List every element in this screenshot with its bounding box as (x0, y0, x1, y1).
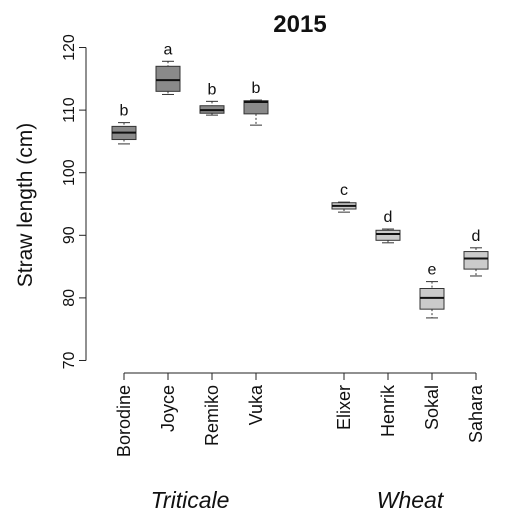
significance-letter: a (164, 41, 173, 58)
x-tick-label: Sokal (422, 385, 442, 430)
significance-letter: e (428, 262, 437, 279)
x-tick-label: Elixer (334, 385, 354, 430)
x-tick-label: Joyce (158, 385, 178, 432)
group-label: Triticale (151, 487, 230, 513)
x-tick-label: Remiko (202, 385, 222, 446)
box (463, 251, 489, 270)
significance-letter: d (472, 228, 481, 245)
y-tick-label: 90 (61, 226, 78, 244)
box (375, 229, 401, 241)
group-label: Wheat (377, 487, 445, 513)
y-tick-label: 70 (61, 351, 78, 369)
x-tick-label: Borodine (114, 385, 134, 457)
significance-letter: b (252, 80, 261, 97)
box (243, 100, 269, 115)
significance-letter: b (208, 81, 217, 98)
x-tick-label: Sahara (466, 384, 486, 443)
y-tick-label: 80 (61, 289, 78, 307)
x-tick-label: Henrik (378, 384, 398, 437)
y-tick-label: 120 (61, 34, 78, 61)
box (155, 65, 181, 92)
significance-letter: d (384, 209, 393, 226)
y-axis-label: Straw length (cm) (14, 123, 37, 288)
significance-letter: b (120, 103, 129, 120)
y-tick-label: 110 (61, 97, 78, 123)
chart-title: 2015 (273, 11, 326, 38)
y-tick-label: 100 (61, 159, 78, 186)
significance-letter: c (340, 182, 348, 199)
x-tick-label: Vuka (246, 384, 266, 425)
